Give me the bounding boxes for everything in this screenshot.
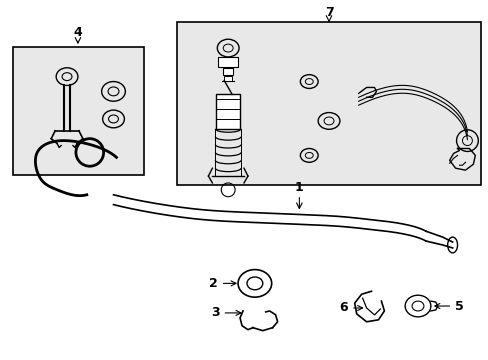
Text: 1: 1 [294, 181, 303, 194]
Text: 4: 4 [73, 26, 82, 39]
Bar [224, 76, 232, 81]
Text: 3: 3 [211, 306, 241, 319]
Text: 2: 2 [208, 277, 236, 290]
Bar [218, 57, 238, 67]
Text: 6: 6 [339, 301, 362, 315]
Bar [216, 94, 240, 129]
Text: 5: 5 [434, 300, 463, 312]
Bar [223, 68, 233, 75]
Bar [13, 47, 144, 175]
Bar [177, 22, 480, 185]
Text: 7: 7 [324, 6, 333, 19]
